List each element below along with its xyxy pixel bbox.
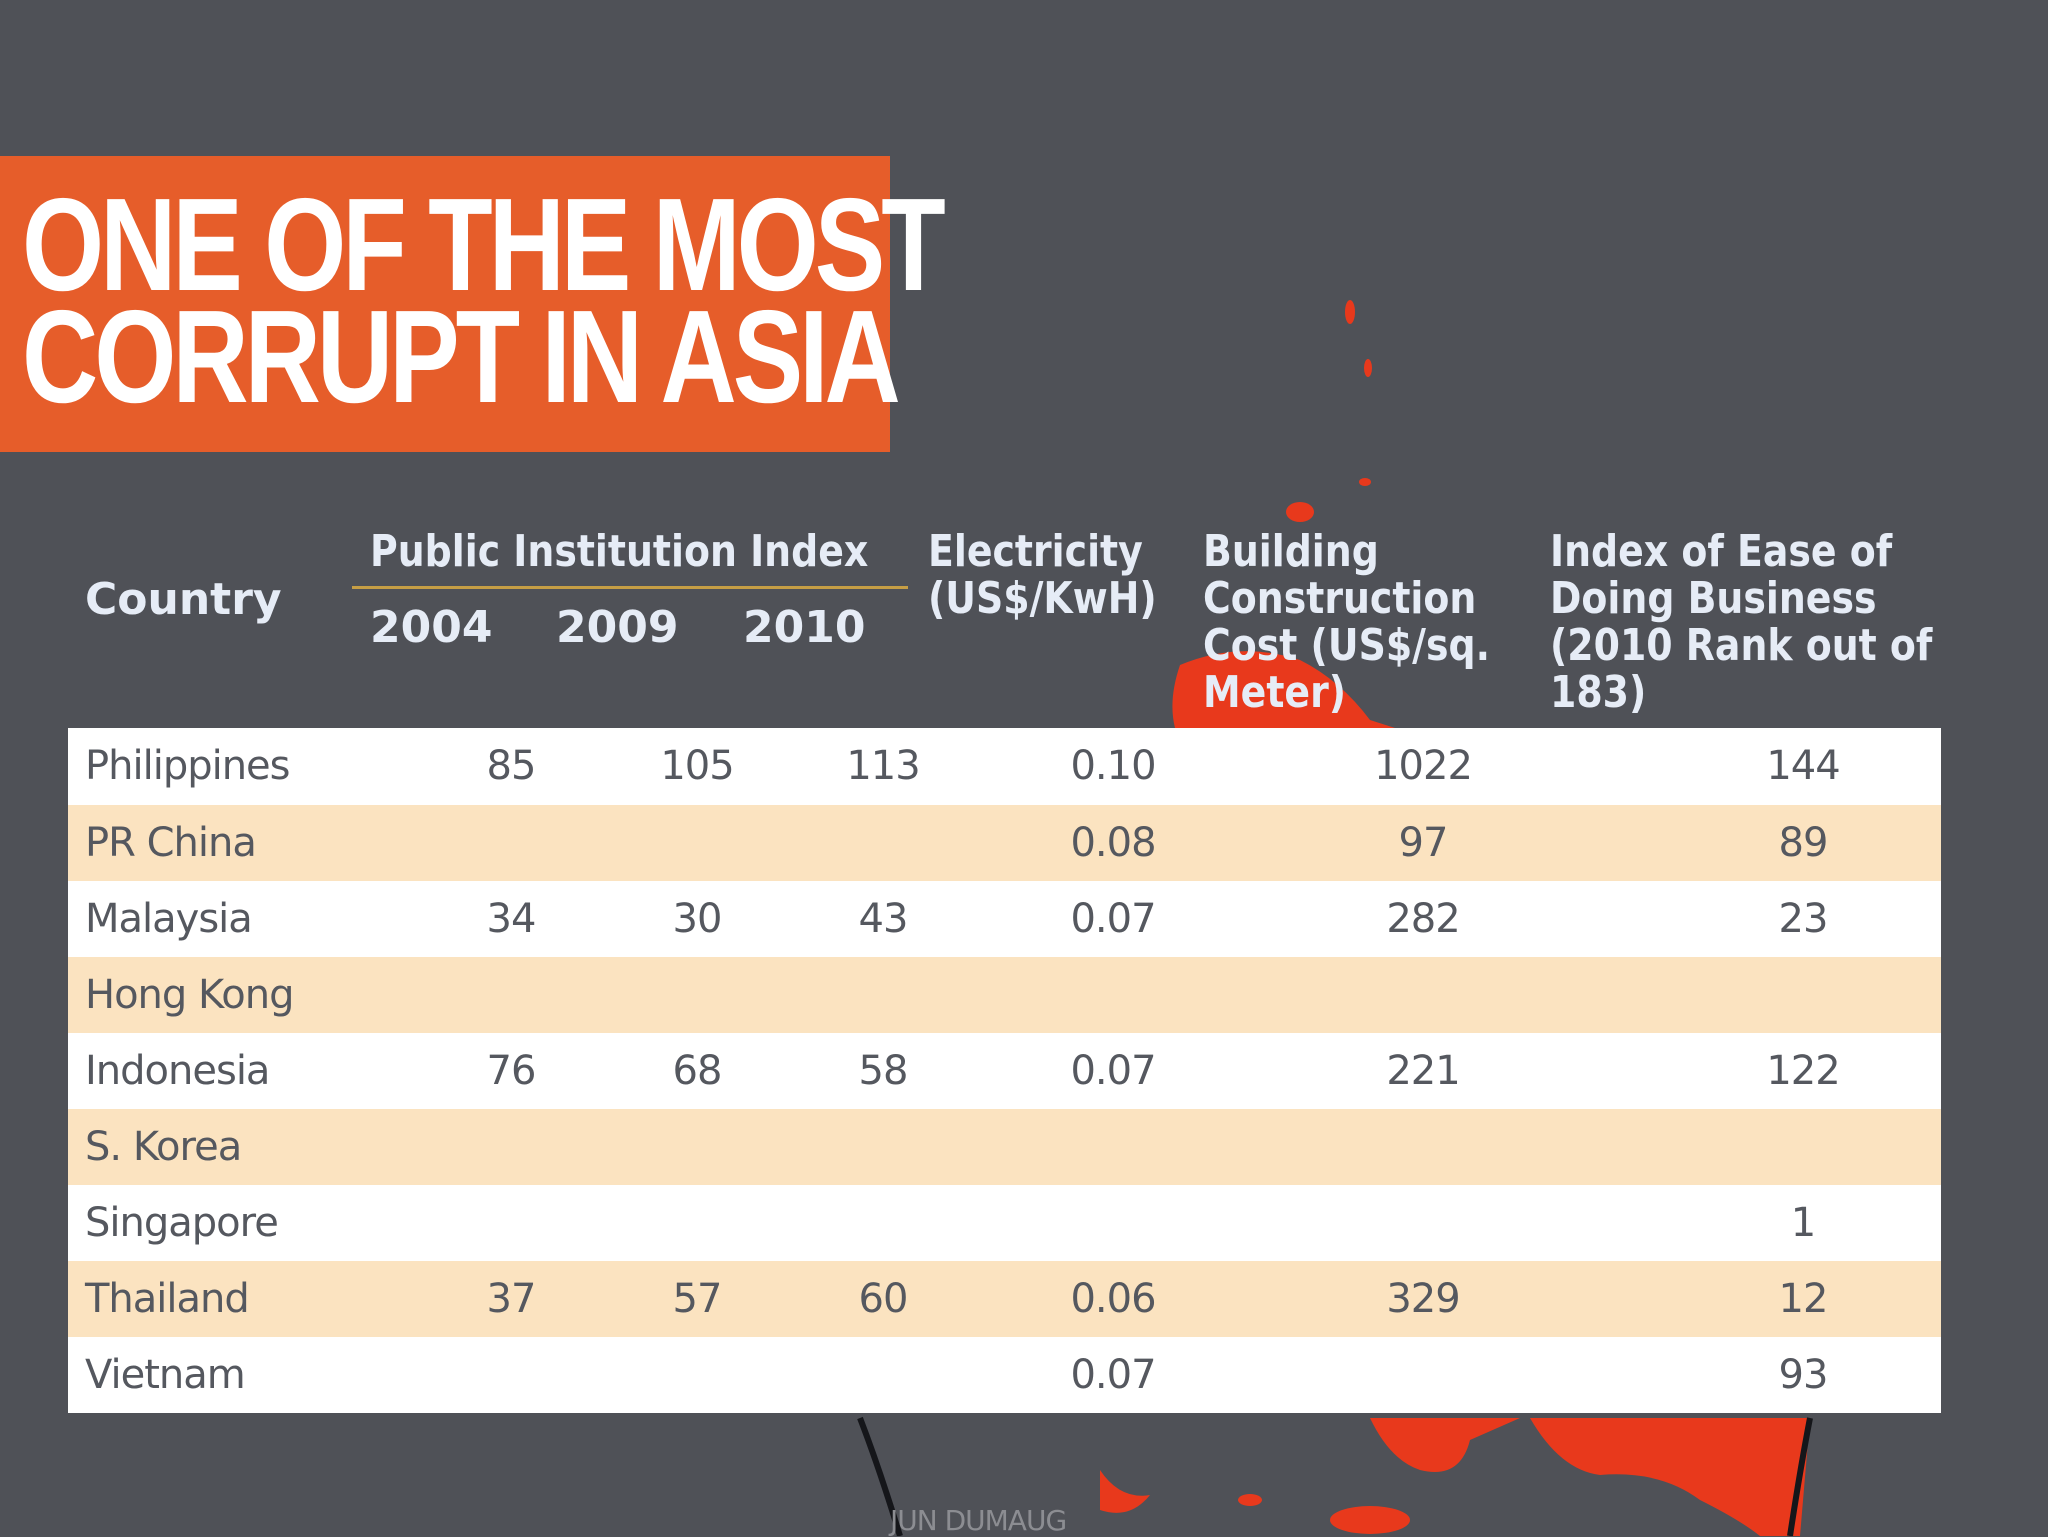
cell-ease-rank: 89 xyxy=(1778,820,1829,866)
cell-ease-rank: 12 xyxy=(1778,1276,1829,1322)
header-building-line-3: Cost (US$/sq. xyxy=(1203,620,1490,671)
cell-building-cost: 221 xyxy=(1386,1048,1460,1094)
cell-ease-rank: 1 xyxy=(1790,1200,1816,1246)
cell-electricity: 0.07 xyxy=(1070,896,1156,942)
cell-2009: 30 xyxy=(672,896,723,942)
header-ease-line-4: 183) xyxy=(1550,667,1647,718)
cell-electricity xyxy=(968,957,1258,1034)
cell-2010: 113 xyxy=(846,743,920,789)
cell-2009: 68 xyxy=(672,1048,723,1094)
cell-2004 xyxy=(406,805,616,882)
cell-2004 xyxy=(406,1337,616,1414)
cell-building-cost xyxy=(1278,1337,1568,1414)
header-divider xyxy=(352,586,908,589)
cell-2004 xyxy=(406,1109,616,1186)
cell-2009: 105 xyxy=(660,743,734,789)
cell-ease-rank xyxy=(1658,957,1948,1034)
cell-2004: 76 xyxy=(486,1048,537,1094)
cell-2010: 60 xyxy=(858,1276,909,1322)
cell-country: Indonesia xyxy=(85,1048,270,1094)
header-building-line-4: Meter) xyxy=(1203,667,1347,718)
header-ease-line-2: Doing Business xyxy=(1550,573,1877,624)
cell-2004: 34 xyxy=(486,896,537,942)
cell-2010: 58 xyxy=(858,1048,909,1094)
header-ease-line-1: Index of Ease of xyxy=(1550,526,1893,577)
cell-electricity: 0.08 xyxy=(1070,820,1156,866)
cell-ease-rank: 23 xyxy=(1778,896,1829,942)
slide-title-line-2: CORRUPT IN ASIA xyxy=(22,283,901,430)
table-row: Singapore 1 xyxy=(68,1185,1941,1262)
header-building-line-2: Construction xyxy=(1203,573,1477,624)
data-table: Philippines 85 105 113 0.10 1022 144 PR … xyxy=(68,728,1941,1413)
cell-building-cost: 282 xyxy=(1386,896,1460,942)
header-building-cost: Building Construction Cost (US$/sq. Mete… xyxy=(1203,528,1490,716)
cell-building-cost: 1022 xyxy=(1374,743,1473,789)
cell-building-cost xyxy=(1278,1109,1568,1186)
cell-2010 xyxy=(778,1109,988,1186)
cell-2004: 37 xyxy=(486,1276,537,1322)
table-row: Malaysia 34 30 43 0.07 282 23 xyxy=(68,881,1941,958)
photo-credit: JUN DUMAUG xyxy=(890,1504,1067,1537)
cell-2004 xyxy=(406,1185,616,1262)
table-row: PR China 0.08 97 89 xyxy=(68,805,1941,882)
cell-country: Hong Kong xyxy=(85,972,294,1018)
header-country: Country xyxy=(85,574,282,625)
cell-2009 xyxy=(592,957,802,1034)
cell-2009 xyxy=(592,1337,802,1414)
cell-country: Vietnam xyxy=(85,1352,246,1398)
cell-ease-rank xyxy=(1658,1109,1948,1186)
cell-2009 xyxy=(592,805,802,882)
header-building-line-1: Building xyxy=(1203,526,1379,577)
cell-2010 xyxy=(778,1337,988,1414)
cell-electricity: 0.06 xyxy=(1070,1276,1156,1322)
table-row: Hong Kong xyxy=(68,957,1941,1034)
header-electricity-line-1: Electricity xyxy=(928,526,1143,577)
table-row: Vietnam 0.07 93 xyxy=(68,1337,1941,1413)
table-row: Indonesia 76 68 58 0.07 221 122 xyxy=(68,1033,1941,1110)
cell-ease-rank: 93 xyxy=(1778,1352,1829,1398)
cell-country: Singapore xyxy=(85,1200,279,1246)
cell-building-cost: 329 xyxy=(1386,1276,1460,1322)
cell-electricity: 0.07 xyxy=(1070,1048,1156,1094)
cell-2009 xyxy=(592,1185,802,1262)
header-public-institution-index: Public Institution Index xyxy=(370,526,869,577)
header-year-2009: 2009 xyxy=(556,602,679,653)
cell-building-cost xyxy=(1278,1185,1568,1262)
table-row: Philippines 85 105 113 0.10 1022 144 xyxy=(68,728,1941,805)
header-ease-of-business: Index of Ease of Doing Business (2010 Ra… xyxy=(1550,528,1932,716)
cell-ease-rank: 122 xyxy=(1766,1048,1840,1094)
cell-country: Philippines xyxy=(85,743,291,789)
cell-ease-rank: 144 xyxy=(1766,743,1840,789)
header-year-2004: 2004 xyxy=(370,602,493,653)
cell-electricity: 0.07 xyxy=(1070,1352,1156,1398)
cell-building-cost xyxy=(1278,957,1568,1034)
cell-country: Malaysia xyxy=(85,896,253,942)
cell-electricity xyxy=(968,1109,1258,1186)
table-row: Thailand 37 57 60 0.06 329 12 xyxy=(68,1261,1941,1338)
cell-electricity: 0.10 xyxy=(1070,743,1156,789)
cell-2009: 57 xyxy=(672,1276,723,1322)
cell-building-cost: 97 xyxy=(1398,820,1449,866)
cell-2010 xyxy=(778,805,988,882)
cell-2004 xyxy=(406,957,616,1034)
cell-2004: 85 xyxy=(486,743,537,789)
header-year-2010: 2010 xyxy=(743,602,866,653)
slide-title-line-1: ONE OF THE MOST xyxy=(22,171,946,318)
title-banner: ONE OF THE MOST CORRUPT IN ASIA xyxy=(0,156,946,452)
cell-2010 xyxy=(778,957,988,1034)
cell-2010: 43 xyxy=(858,896,909,942)
cell-country: PR China xyxy=(85,820,257,866)
cell-electricity xyxy=(968,1185,1258,1262)
header-ease-line-3: (2010 Rank out of xyxy=(1550,620,1933,671)
header-electricity: Electricity (US$/KwH) xyxy=(928,528,1157,622)
table-row: S. Korea xyxy=(68,1109,1941,1186)
cell-country: S. Korea xyxy=(85,1124,242,1170)
header-electricity-line-2: (US$/KwH) xyxy=(928,573,1157,624)
cell-2010 xyxy=(778,1185,988,1262)
cell-2009 xyxy=(592,1109,802,1186)
cell-country: Thailand xyxy=(85,1276,250,1322)
